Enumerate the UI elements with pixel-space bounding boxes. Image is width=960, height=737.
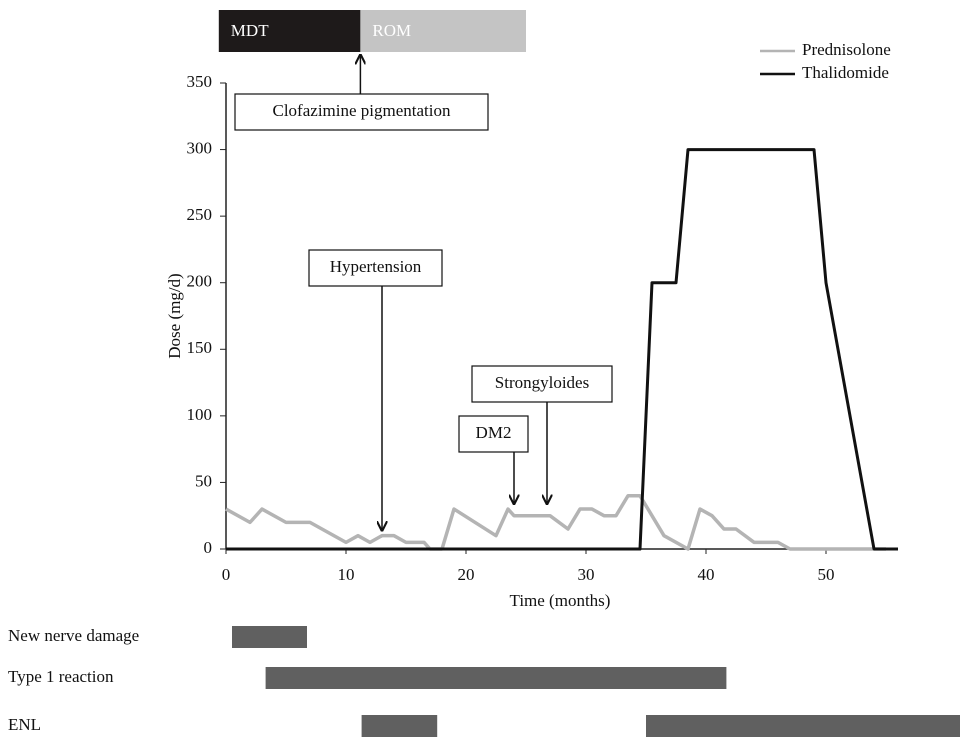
y-tick-label: 50 [195, 471, 212, 490]
period-bar [218, 10, 361, 52]
x-tick-label: 20 [458, 565, 475, 584]
y-tick-label: 250 [187, 205, 213, 224]
x-tick-label: 10 [338, 565, 355, 584]
event-label: Type 1 reaction [8, 667, 114, 686]
legend-label: Prednisolone [802, 40, 891, 59]
legend-label: Thalidomide [802, 63, 889, 82]
event-bar [265, 667, 727, 689]
y-tick-label: 200 [187, 272, 213, 291]
annotation-box [471, 365, 613, 403]
annotation-text: Clofazimine pigmentation [273, 101, 451, 120]
y-tick-label: 350 [187, 72, 213, 91]
annotation-text: DM2 [476, 423, 512, 442]
x-axis-label: Time (months) [510, 591, 611, 610]
y-tick-label: 100 [187, 405, 213, 424]
event-bar [361, 715, 438, 737]
x-tick-label: 40 [698, 565, 715, 584]
y-tick-label: 0 [204, 538, 213, 557]
period-label: MDT [231, 21, 269, 40]
x-tick-label: 50 [818, 565, 835, 584]
x-tick-label: 0 [222, 565, 231, 584]
annotation-text: Strongyloides [495, 373, 589, 392]
y-tick-label: 150 [187, 338, 213, 357]
x-tick-label: 30 [578, 565, 595, 584]
annotation-box [458, 415, 529, 453]
event-bar [646, 715, 960, 737]
y-tick-label: 300 [187, 138, 213, 157]
series-line [225, 493, 886, 551]
annotation-text: Hypertension [330, 257, 422, 276]
y-axis-label: Dose (mg/d) [165, 273, 184, 358]
event-label: New nerve damage [8, 626, 139, 645]
event-bar [232, 626, 307, 648]
series-line [226, 148, 898, 551]
annotation-box [308, 249, 443, 287]
annotation-box [234, 93, 489, 131]
event-label: ENL [8, 715, 41, 734]
period-label: ROM [372, 21, 411, 40]
period-bar [360, 10, 526, 52]
